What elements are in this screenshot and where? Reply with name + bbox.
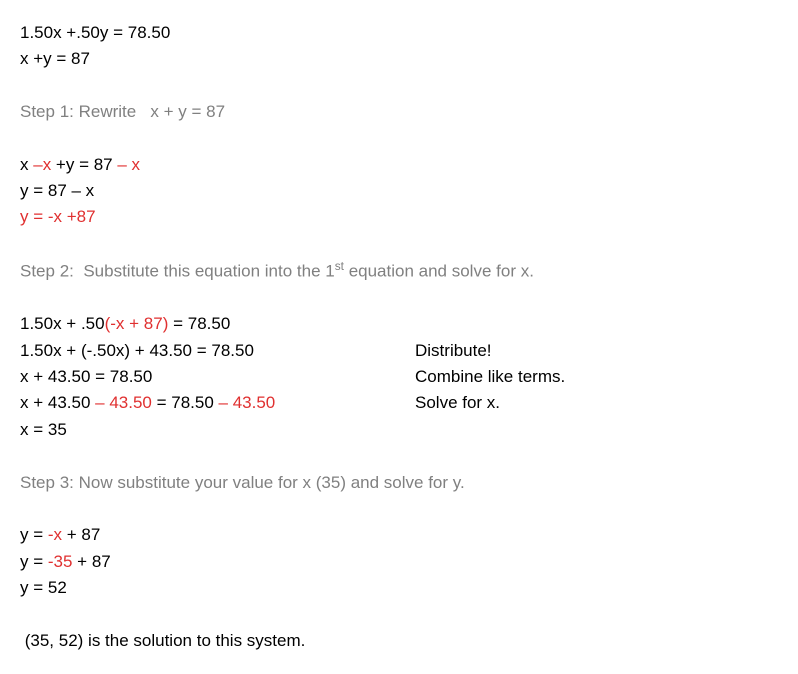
step-1-title: Step 1: Rewrite x + y = 87 xyxy=(20,99,778,125)
note-combine: Combine like terms. xyxy=(415,364,565,390)
sub-3: x + 43.50 = 78.50Combine like terms. xyxy=(20,364,778,390)
step-2-title: Step 2: Substitute this equation into th… xyxy=(20,257,778,285)
blank-4 xyxy=(20,285,778,311)
equation-2: x +y = 87 xyxy=(20,46,778,72)
sub-4: x + 43.50 – 43.50 = 78.50 – 43.50Solve f… xyxy=(20,390,778,416)
sub-1: 1.50x + .50(-x + 87) = 78.50 xyxy=(20,311,778,337)
rewrite-3: y = -x +87 xyxy=(20,204,778,230)
rewrite-2: y = 87 – x xyxy=(20,178,778,204)
y-2: y = -35 + 87 xyxy=(20,549,778,575)
rewrite-1: x –x +y = 87 – x xyxy=(20,152,778,178)
blank-5 xyxy=(20,443,778,469)
sub-2: 1.50x + (-.50x) + 43.50 = 78.50Distribut… xyxy=(20,338,778,364)
note-solve: Solve for x. xyxy=(415,390,500,416)
equation-1: 1.50x +.50y = 78.50 xyxy=(20,20,778,46)
blank-1 xyxy=(20,73,778,99)
y-3: y = 52 xyxy=(20,575,778,601)
sub-5: x = 35 xyxy=(20,417,778,443)
step-3-title: Step 3: Now substitute your value for x … xyxy=(20,470,778,496)
y-1: y = -x + 87 xyxy=(20,522,778,548)
note-distribute: Distribute! xyxy=(415,338,492,364)
blank-3 xyxy=(20,231,778,257)
blank-2 xyxy=(20,125,778,151)
blank-7 xyxy=(20,601,778,627)
blank-6 xyxy=(20,496,778,522)
